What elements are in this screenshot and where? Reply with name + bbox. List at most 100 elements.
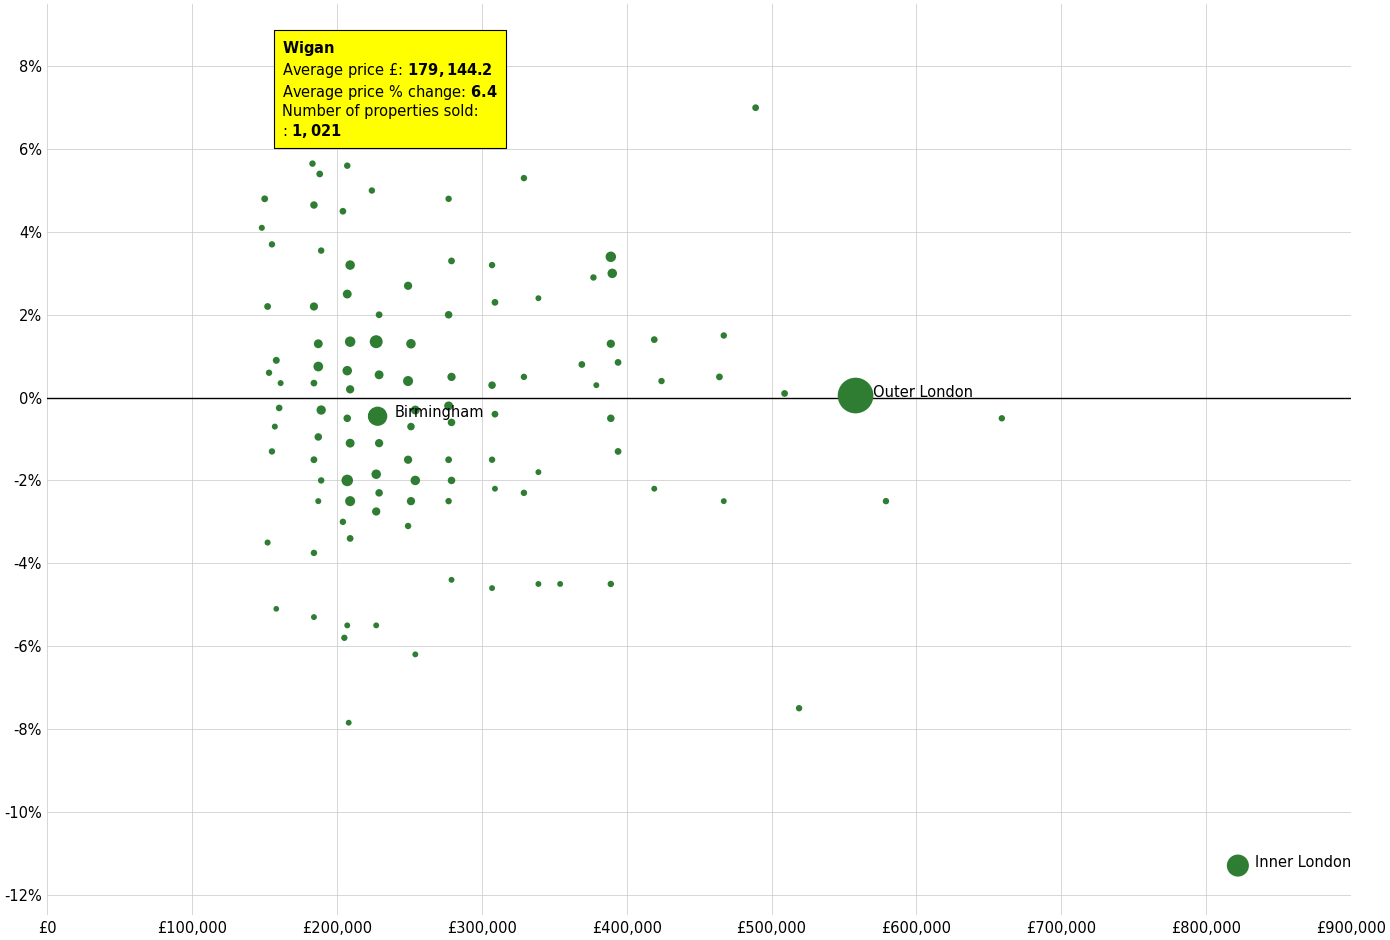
Point [250,220,272,235]
Text: Inner London: Inner London [1255,854,1351,870]
Point [336,363,359,378]
Point [339,435,361,450]
Point [571,357,594,372]
Point [404,402,427,417]
Point [336,158,359,173]
Point [339,494,361,509]
Point [336,473,359,488]
Point [441,254,463,269]
Point [302,156,324,171]
Point [582,270,605,285]
Point [265,602,288,617]
Point [338,715,360,730]
Point [307,337,329,352]
Point [336,287,359,302]
Point [481,581,503,596]
Point [336,411,359,426]
Point [257,299,279,314]
Point [513,485,535,500]
Point [253,192,275,207]
Point [332,204,354,219]
Point [1227,858,1250,873]
Point [438,452,460,467]
Point [441,415,463,430]
Text: $\bf{Wigan}$
Average price £: $\bf{179,144.2}$
Average price % change: $\bf{6.4}: $\bf{Wigan}$ Average price £: $\bf{179,1… [282,39,498,140]
Point [368,368,391,383]
Point [607,444,630,459]
Point [607,355,630,370]
Point [293,127,316,142]
Point [367,409,389,424]
Point [264,419,286,434]
Point [327,117,349,132]
Point [600,266,623,281]
Point [713,494,735,509]
Point [265,352,288,368]
Point [709,369,731,384]
Point [303,545,325,560]
Point [303,376,325,391]
Point [398,519,420,534]
Point [307,494,329,509]
Point [398,278,420,293]
Point [845,388,867,403]
Point [651,373,673,388]
Point [303,197,325,212]
Point [513,369,535,384]
Point [332,514,354,529]
Point [361,183,384,198]
Point [481,378,503,393]
Point [400,337,423,352]
Point [310,402,332,417]
Point [773,386,795,401]
Point [296,125,318,140]
Point [991,411,1013,426]
Point [366,466,388,481]
Point [366,335,388,350]
Text: Birmingham: Birmingham [395,405,485,420]
Point [366,504,388,519]
Point [484,407,506,422]
Point [368,485,391,500]
Point [296,125,318,140]
Point [599,576,621,591]
Point [404,473,427,488]
Point [368,307,391,322]
Point [303,609,325,624]
Point [527,464,549,479]
Point [303,452,325,467]
Point [257,535,279,550]
Point [441,572,463,588]
Point [644,481,666,496]
Point [484,481,506,496]
Point [441,473,463,488]
Point [398,452,420,467]
Point [513,170,535,185]
Point [336,618,359,633]
Point [400,419,423,434]
Point [527,576,549,591]
Point [366,409,388,424]
Point [404,647,427,662]
Point [788,700,810,715]
Point [481,258,503,273]
Point [310,243,332,258]
Point [368,435,391,450]
Point [259,366,281,381]
Point [339,335,361,350]
Point [339,382,361,397]
Point [745,101,767,116]
Point [339,531,361,546]
Point [713,328,735,343]
Point [307,430,329,445]
Point [438,494,460,509]
Point [261,444,284,459]
Point [599,249,621,264]
Point [309,166,331,181]
Point [438,192,460,207]
Point [527,290,549,306]
Point [874,494,897,509]
Point [599,337,621,352]
Point [310,473,332,488]
Point [261,237,284,252]
